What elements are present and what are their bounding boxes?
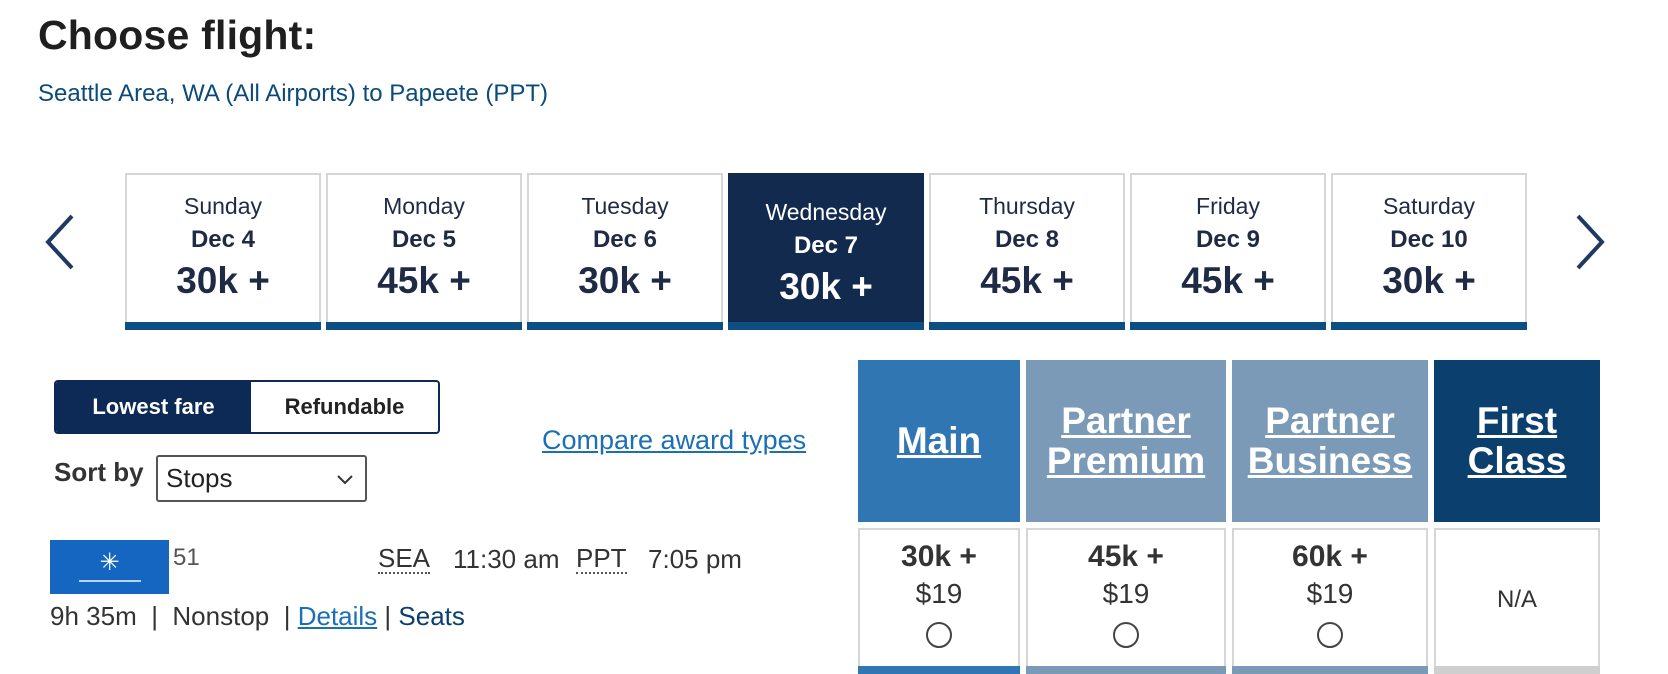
sort-by-label: Sort by [54, 457, 144, 487]
flight-stops: Nonstop [172, 601, 270, 631]
chevron-left-icon[interactable] [40, 210, 80, 274]
date-day-of-week: Saturday [1382, 193, 1476, 219]
date-label: Dec 4 [190, 226, 256, 253]
route-subtitle: Seattle Area, WA (All Airports) to Papee… [38, 80, 548, 107]
fare-header-label: Partner Premium [1046, 400, 1206, 481]
date-selector: Sunday Dec 4 30k + Monday Dec 5 45k + Tu… [125, 173, 1532, 330]
fare-header-first-class[interactable]: First Class [1434, 360, 1600, 522]
fare-radio[interactable] [926, 622, 952, 648]
fare-class-headers: Main Partner Premium Partner Business Fi… [858, 360, 1600, 522]
fare-points: 60k + [1292, 540, 1368, 573]
departure-airport-code[interactable]: SEA [378, 543, 431, 574]
separator: | [151, 601, 158, 631]
date-card-dec-6[interactable]: Tuesday Dec 6 30k + [527, 173, 723, 330]
date-day-of-week: Wednesday [765, 199, 887, 225]
date-points: 45k + [1181, 260, 1275, 301]
page-title: Choose flight: [38, 12, 317, 58]
fare-not-available: N/A [1496, 586, 1537, 613]
fare-header-label: Main [896, 420, 982, 461]
date-card-dec-4[interactable]: Sunday Dec 4 30k + [125, 173, 321, 330]
flight-info-row: 9h 35m | Nonstop | Details | Seats [50, 601, 465, 632]
fare-tax: $19 [1102, 578, 1150, 609]
tiare-flower-icon: ✳ [99, 549, 120, 576]
date-label: Dec 6 [592, 226, 658, 253]
sort-select[interactable]: Stops [156, 455, 367, 502]
compare-award-types-link[interactable]: Compare award types [542, 425, 807, 455]
flight-duration: 9h 35m [50, 601, 137, 631]
fare-header-main[interactable]: Main [858, 360, 1020, 522]
chevron-right-icon[interactable] [1570, 210, 1610, 274]
date-day-of-week: Friday [1196, 193, 1260, 219]
fare-tax: $19 [915, 578, 963, 609]
fare-tax: $19 [1306, 578, 1354, 609]
fare-header-label: First Class [1467, 400, 1567, 481]
fare-cell-first-class: N/A [1434, 528, 1600, 674]
fare-cell-main[interactable]: 30k + $19 [858, 528, 1020, 674]
fare-header-label: Partner Business [1247, 400, 1413, 481]
fare-type-toggle: Lowest fare Refundable [54, 380, 440, 434]
arrival-time: 7:05 pm [648, 544, 742, 574]
date-points: 45k + [980, 260, 1074, 301]
separator: | [384, 601, 392, 631]
fare-points: 45k + [1088, 540, 1164, 573]
date-card-dec-8[interactable]: Thursday Dec 8 45k + [929, 173, 1125, 330]
date-points: 30k + [1382, 260, 1476, 301]
date-points: 30k + [578, 260, 672, 301]
fare-header-partner-business[interactable]: Partner Business [1232, 360, 1428, 522]
fare-header-partner-premium[interactable]: Partner Premium [1026, 360, 1226, 522]
fare-cell-partner-premium[interactable]: 45k + $19 [1026, 528, 1226, 674]
date-day-of-week: Thursday [979, 193, 1075, 219]
logo-wordmark [78, 580, 141, 582]
date-label: Dec 7 [793, 232, 859, 259]
date-label: Dec 8 [994, 226, 1060, 253]
departure-time: 11:30 am [453, 544, 560, 574]
fare-cells: 30k + $19 45k + $19 60k + $19 N/A [858, 528, 1600, 674]
separator: | [283, 601, 291, 631]
date-card-dec-5[interactable]: Monday Dec 5 45k + [326, 173, 522, 330]
date-label: Dec 9 [1195, 226, 1261, 253]
date-card-dec-10[interactable]: Saturday Dec 10 30k + [1331, 173, 1527, 330]
date-points: 30k + [176, 260, 270, 301]
fare-radio[interactable] [1317, 622, 1343, 648]
flight-number: 51 [173, 544, 200, 571]
date-card-dec-9[interactable]: Friday Dec 9 45k + [1130, 173, 1326, 330]
date-card-dec-7-selected[interactable]: Wednesday Dec 7 30k + [728, 173, 924, 330]
date-day-of-week: Sunday [183, 193, 262, 219]
date-points: 30k + [779, 266, 873, 307]
airline-logo: ✳ [50, 540, 169, 594]
fare-points: 30k + [901, 540, 977, 573]
seats-link[interactable]: Seats [398, 601, 465, 631]
chevron-down-icon [337, 475, 353, 485]
date-day-of-week: Monday [383, 193, 465, 219]
fare-cell-partner-business[interactable]: 60k + $19 [1232, 528, 1428, 674]
date-label: Dec 10 [1390, 226, 1468, 253]
fare-radio[interactable] [1113, 622, 1139, 648]
date-points: 45k + [377, 260, 471, 301]
refundable-option[interactable]: Refundable [284, 394, 405, 419]
details-link[interactable]: Details [297, 601, 378, 631]
date-label: Dec 5 [391, 226, 457, 253]
lowest-fare-option[interactable]: Lowest fare [56, 382, 251, 432]
arrival-airport-code[interactable]: PPT [576, 543, 627, 574]
date-day-of-week: Tuesday [581, 193, 669, 219]
sort-select-value: Stops [166, 463, 233, 493]
